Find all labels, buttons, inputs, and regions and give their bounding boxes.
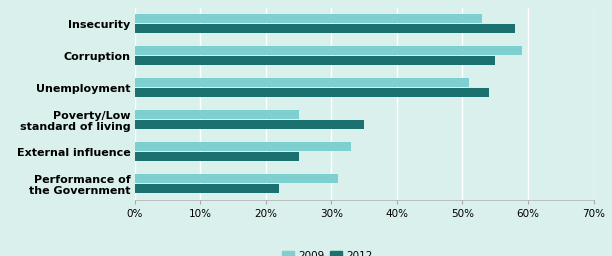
Bar xyxy=(135,46,521,55)
Bar xyxy=(135,88,489,97)
Bar xyxy=(135,184,279,193)
Bar xyxy=(135,78,469,87)
Bar xyxy=(135,120,364,129)
Bar xyxy=(135,174,338,183)
Bar xyxy=(135,110,299,119)
Bar xyxy=(135,142,351,151)
Legend: 2009, 2012: 2009, 2012 xyxy=(278,247,377,256)
Bar xyxy=(135,56,495,65)
Bar xyxy=(135,152,299,161)
Bar xyxy=(135,14,482,23)
Bar xyxy=(135,24,515,33)
